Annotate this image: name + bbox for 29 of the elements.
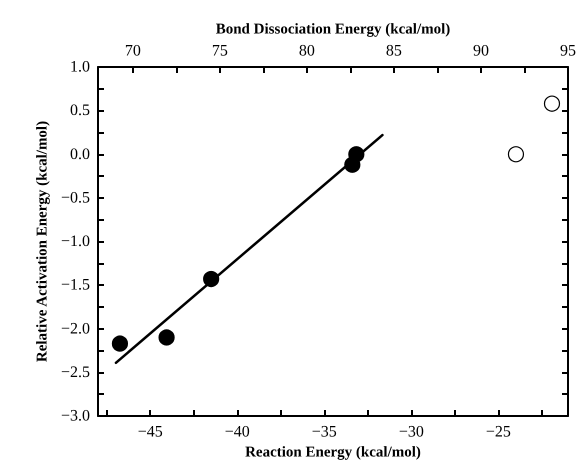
x-tick-label: −45 (138, 424, 163, 440)
x2-tick-label: 95 (560, 42, 576, 60)
x2-tick-label: 90 (472, 42, 489, 60)
y-tick-label: 0.0 (70, 146, 90, 163)
x-tick-label: −40 (224, 424, 250, 440)
x2-tick-label: 85 (386, 42, 402, 60)
y-tick-label: −1.5 (60, 276, 90, 294)
point (158, 329, 175, 346)
point (112, 335, 128, 352)
y-axis-title: Relative Activation Energy (kcal/mol) (34, 120, 51, 362)
point (544, 96, 560, 112)
y-tick-label: −0.5 (60, 189, 90, 206)
y-tick-label: −2.5 (60, 364, 90, 381)
x2-tick-label: 70 (124, 42, 141, 60)
point (348, 146, 364, 162)
y-tick-label: −3.0 (60, 408, 90, 424)
x2-tick-label: 80 (298, 42, 315, 60)
point (203, 270, 220, 288)
x-tick-label: −25 (486, 424, 511, 440)
x2-tick-label: 75 (212, 42, 228, 60)
y-tick-label: −1.0 (60, 233, 90, 250)
x-axis-title: Reaction Energy (kcal/mol) (245, 444, 421, 460)
point (508, 146, 524, 162)
x-tick-label: −30 (398, 424, 424, 440)
x2-axis-title: Bond Dissociation Energy (kcal/mol) (216, 22, 450, 38)
x-tick-label: −35 (312, 424, 337, 440)
y-tick-label: 0.5 (70, 102, 90, 120)
y-tick-label: 1.0 (70, 58, 90, 76)
y-tick-label: −2.0 (60, 320, 90, 338)
